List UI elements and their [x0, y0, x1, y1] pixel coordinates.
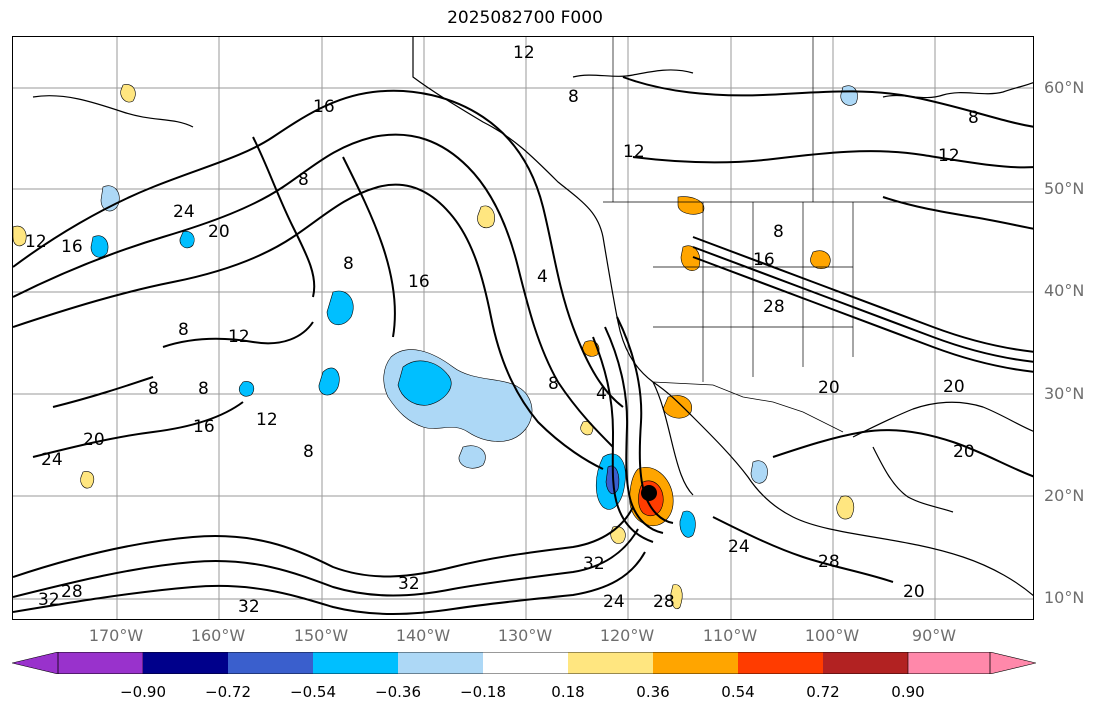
longitude-label: 170°W: [88, 626, 144, 645]
graticule: [13, 37, 1033, 619]
colorbar-segment: [483, 652, 568, 674]
colorbar-tick-label: 0.72: [806, 683, 840, 701]
coastlines: [32, 37, 1033, 597]
contour-lines: [13, 76, 1033, 615]
latitude-label: 40°N: [1044, 281, 1085, 300]
longitude-label: 100°W: [804, 626, 860, 645]
map-canvas: 12 8 16 12 8 12 16 24 20 8 16 4 8 12 8 8…: [13, 37, 1033, 619]
political-borders: [603, 37, 1033, 433]
contour-label: 20: [208, 222, 230, 242]
contour-label: 16: [193, 417, 215, 437]
colorbar-tick-label: 0.36: [636, 683, 670, 701]
contour-label: 12: [25, 232, 47, 252]
contour-label: 16: [408, 272, 430, 292]
colorbar-segment: [313, 652, 398, 674]
map-title: 2025082700 F000: [447, 8, 603, 28]
contour-label: 20: [903, 582, 925, 602]
colorbar-tick-label: −0.90: [120, 683, 166, 701]
longitude-label: 120°W: [599, 626, 655, 645]
colorbar-segment: [568, 652, 653, 674]
colorbar-tick-label: 0.90: [891, 683, 925, 701]
contour-label: 8: [548, 374, 559, 394]
contour-label: 8: [303, 442, 314, 462]
contour-label: 24: [603, 592, 625, 612]
latitude-label: 50°N: [1044, 179, 1085, 198]
contour-label: 16: [753, 250, 775, 270]
colorbar-segment: [12, 652, 144, 674]
colorbar: [12, 652, 1036, 674]
contour-label: 28: [818, 552, 840, 572]
colorbar-segment: [228, 652, 313, 674]
contour-label: 32: [398, 574, 420, 594]
longitude-label: 90°W: [911, 626, 957, 645]
colorbar-tick-label: −0.72: [205, 683, 251, 701]
contour-label: 32: [238, 597, 260, 617]
contour-label: 24: [41, 450, 63, 470]
latitude-label: 60°N: [1044, 78, 1085, 97]
contour-label: 4: [537, 267, 548, 287]
contour-label: 28: [653, 592, 675, 612]
contour-label: 32: [583, 554, 605, 574]
latitude-label: 30°N: [1044, 384, 1085, 403]
colorbar-segment: [738, 652, 823, 674]
contour-label: 20: [818, 378, 840, 398]
colorbar-segment: [653, 652, 738, 674]
contour-label-group: 12 8 16 12 8 12 16 24 20 8 16 4 8 12 8 8…: [25, 43, 979, 617]
latitude-label: 10°N: [1044, 588, 1085, 607]
contour-label: 28: [61, 582, 83, 602]
longitude-label: 160°W: [190, 626, 246, 645]
contour-label: 8: [298, 170, 309, 190]
contour-label: 20: [953, 442, 975, 462]
contour-label: 12: [938, 146, 960, 166]
contour-label: 8: [773, 222, 784, 242]
contour-label: 28: [763, 297, 785, 317]
colorbar-tick-label: 0.54: [721, 683, 755, 701]
colorbar-tick-label: 0.18: [551, 683, 585, 701]
contour-label: 8: [568, 87, 579, 107]
colorbar-segment: [823, 652, 908, 674]
contour-label: 4: [596, 384, 607, 404]
contour-label: 8: [178, 320, 189, 340]
colorbar-segment: [907, 652, 1036, 674]
contour-label: 8: [198, 379, 209, 399]
colorbar-tick-label: −0.36: [375, 683, 421, 701]
contour-label: 20: [943, 377, 965, 397]
colorbar-segment: [143, 652, 228, 674]
contour-label: 24: [728, 537, 750, 557]
contour-label: 16: [313, 97, 335, 117]
contour-label: 32: [38, 590, 60, 610]
contour-label: 12: [513, 43, 535, 63]
contour-label: 20: [83, 430, 105, 450]
longitude-label: 150°W: [293, 626, 349, 645]
colorbar-segment: [398, 652, 483, 674]
longitude-label: 110°W: [702, 626, 758, 645]
latitude-label: 20°N: [1044, 486, 1085, 505]
contour-label: 8: [968, 108, 979, 128]
longitude-label: 130°W: [497, 626, 553, 645]
longitude-label: 140°W: [395, 626, 451, 645]
colorbar-tick-label: −0.54: [290, 683, 336, 701]
contour-label: 8: [343, 254, 354, 274]
map-plot-area: 12 8 16 12 8 12 16 24 20 8 16 4 8 12 8 8…: [12, 36, 1034, 620]
contour-label: 8: [148, 379, 159, 399]
contour-label: 12: [228, 327, 250, 347]
colorbar-tick-label: −0.18: [460, 683, 506, 701]
contour-label: 24: [173, 202, 195, 222]
contour-label: 12: [623, 142, 645, 162]
contour-label: 16: [61, 237, 83, 257]
contour-label: 12: [256, 410, 278, 430]
